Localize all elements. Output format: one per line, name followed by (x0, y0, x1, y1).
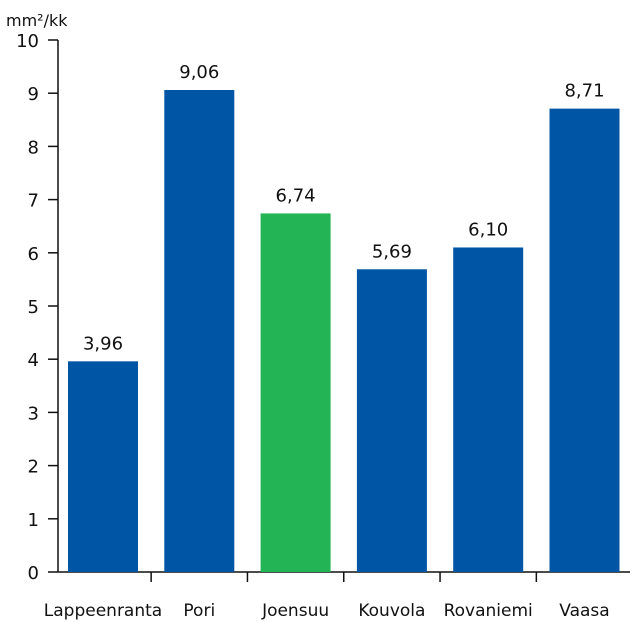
bar-vaasa (549, 108, 620, 573)
y-tick-label: 1 (28, 510, 39, 531)
y-tick-label: 0 (28, 563, 39, 584)
value-label-joensuu: 6,74 (276, 185, 316, 206)
bars-group (68, 90, 620, 573)
bar-kouvola (356, 269, 427, 572)
category-label-lappeenranta: Lappeenranta (44, 601, 162, 621)
y-tick-label: 9 (28, 84, 39, 105)
y-tick-label: 6 (28, 244, 39, 265)
value-label-kouvola: 5,69 (372, 241, 412, 262)
bar-pori (164, 90, 235, 573)
category-label-kouvola: Kouvola (358, 601, 425, 621)
y-axis-ticks: 0 1 2 3 4 5 6 7 8 9 10 (16, 31, 58, 584)
y-tick-label: 7 (28, 191, 39, 212)
y-axis-unit-label: mm²/kk (6, 11, 68, 30)
y-tick-label: 3 (28, 403, 39, 424)
category-labels-group: Lappeenranta Pori Joensuu Kouvola Rovaniemi V… (44, 601, 610, 621)
y-tick-label: 2 (28, 457, 39, 478)
category-label-pori: Pori (183, 601, 215, 621)
category-label-rovaniemi: Rovaniemi (444, 601, 533, 621)
y-tick-label: 5 (28, 297, 39, 318)
bar-joensuu (260, 213, 331, 572)
y-tick-label: 10 (16, 31, 39, 52)
y-tick-label: 4 (28, 350, 39, 371)
value-label-rovaniemi: 6,10 (468, 219, 508, 240)
category-label-vaasa: Vaasa (559, 601, 609, 621)
value-label-pori: 9,06 (179, 62, 219, 83)
chart-axes (57, 40, 630, 582)
y-tick-label: 8 (28, 137, 39, 158)
bar-lappeenranta (68, 361, 138, 572)
bar-rovaniemi (453, 247, 524, 573)
value-label-lappeenranta: 3,96 (83, 333, 123, 354)
value-labels-group: 3,96 9,06 6,74 5,69 6,10 8,71 (83, 62, 605, 354)
value-label-vaasa: 8,71 (564, 81, 604, 102)
category-label-joensuu: Joensuu (261, 601, 329, 621)
